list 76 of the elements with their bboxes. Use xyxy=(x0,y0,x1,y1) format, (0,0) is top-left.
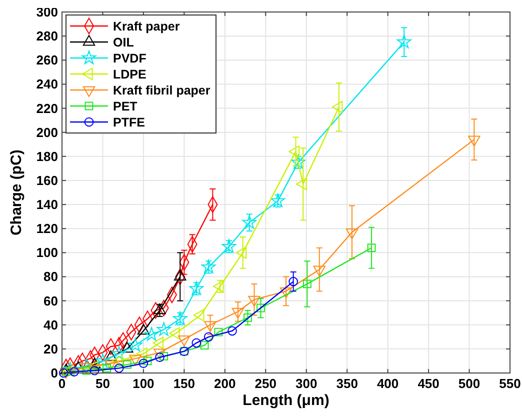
point xyxy=(228,326,237,336)
point xyxy=(291,154,306,169)
point xyxy=(214,328,223,336)
y-tick-label: 80 xyxy=(44,269,58,284)
point xyxy=(222,239,236,253)
point xyxy=(332,100,343,114)
y-tick-label: 220 xyxy=(36,100,58,116)
point xyxy=(192,338,202,348)
x-tick-label: 200 xyxy=(214,376,236,391)
legend-label: OIL xyxy=(113,36,134,50)
point xyxy=(62,362,78,376)
x-tick-label: 300 xyxy=(296,376,318,391)
legend-label: LDPE xyxy=(113,68,146,82)
point xyxy=(200,341,209,350)
point xyxy=(156,322,171,336)
y-tick-label: 60 xyxy=(44,293,58,308)
x-tick-label: 550 xyxy=(499,376,521,391)
point xyxy=(296,178,307,190)
point xyxy=(174,270,186,280)
point xyxy=(155,352,164,362)
legend-label: Kraft fibril paper xyxy=(113,84,210,98)
point xyxy=(242,215,256,229)
y-tick-label: 160 xyxy=(36,172,58,188)
point xyxy=(96,353,110,368)
y-tick-label: 100 xyxy=(36,245,58,260)
legend-label: PET xyxy=(113,100,138,114)
x-axis-title: Length (μm) xyxy=(242,392,330,409)
x-tick-label: 150 xyxy=(173,376,196,391)
point xyxy=(104,350,118,362)
y-tick-label: 40 xyxy=(44,317,58,332)
y-tick-label: 240 xyxy=(36,76,58,92)
point xyxy=(112,354,123,368)
point xyxy=(138,358,148,368)
y-tick-label: 120 xyxy=(36,221,58,236)
point xyxy=(90,366,100,376)
point xyxy=(114,364,124,373)
point xyxy=(256,304,265,312)
point xyxy=(122,360,132,369)
point xyxy=(128,338,142,352)
x-tick-label: 50 xyxy=(95,376,110,391)
y-tick-label: 260 xyxy=(36,52,58,68)
point xyxy=(172,311,188,326)
point xyxy=(144,326,159,341)
point xyxy=(213,280,224,292)
x-tick-label: 450 xyxy=(418,376,440,391)
y-tick-label: 20 xyxy=(44,341,58,356)
y-tick-label: 180 xyxy=(36,148,58,164)
point xyxy=(201,260,216,274)
point xyxy=(288,145,300,158)
point xyxy=(121,342,134,353)
point xyxy=(396,34,412,48)
point xyxy=(236,246,247,259)
y-tick-label: 0 xyxy=(50,366,58,380)
point xyxy=(189,281,204,295)
y-tick-label: 200 xyxy=(36,124,58,140)
y-axis-title: Charge (pC) xyxy=(8,150,25,236)
x-tick-label: 350 xyxy=(336,376,358,391)
point xyxy=(270,193,286,208)
legend-label: PTFE xyxy=(113,116,145,130)
legend-label: Kraft paper xyxy=(113,20,180,34)
x-tick-label: 500 xyxy=(458,376,480,391)
y-tick-label: 140 xyxy=(36,197,58,212)
point xyxy=(143,356,152,366)
y-tick-label: 280 xyxy=(36,28,58,44)
legend-label: PVDF xyxy=(113,52,147,66)
x-tick-label: 250 xyxy=(254,376,276,391)
x-tick-label: 400 xyxy=(376,376,399,391)
point xyxy=(112,346,126,360)
point xyxy=(367,244,376,252)
point xyxy=(288,276,298,286)
point xyxy=(169,327,180,340)
point xyxy=(154,303,166,314)
point xyxy=(137,324,150,335)
x-tick-label: 100 xyxy=(132,376,154,391)
point xyxy=(302,280,312,288)
point xyxy=(244,313,252,322)
